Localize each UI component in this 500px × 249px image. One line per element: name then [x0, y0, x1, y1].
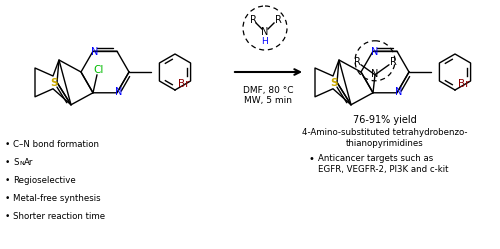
Text: 76-91% yield: 76-91% yield	[353, 115, 417, 125]
Text: EGFR, VEGFR-2, PI3K and c-kit: EGFR, VEGFR-2, PI3K and c-kit	[318, 165, 448, 174]
Text: R: R	[354, 57, 360, 67]
Text: Br: Br	[458, 79, 469, 89]
Text: Cl: Cl	[94, 65, 104, 75]
Text: Anticancer targets such as: Anticancer targets such as	[318, 154, 433, 163]
Text: N: N	[372, 69, 378, 79]
Text: N: N	[372, 47, 378, 57]
Text: N: N	[396, 87, 402, 97]
Text: N: N	[262, 27, 268, 37]
Text: Ar: Ar	[24, 158, 34, 167]
Text: MW, 5 min: MW, 5 min	[244, 96, 292, 105]
Text: S: S	[13, 158, 18, 167]
Text: •: •	[5, 194, 10, 203]
Text: C–N bond formation: C–N bond formation	[13, 140, 99, 149]
Text: Shorter reaction time: Shorter reaction time	[13, 212, 105, 221]
Text: thianopyrimidines: thianopyrimidines	[346, 139, 424, 148]
Text: •: •	[5, 176, 10, 185]
Text: •: •	[308, 154, 314, 164]
Text: N: N	[116, 87, 122, 97]
Text: •: •	[5, 212, 10, 221]
Text: •: •	[5, 140, 10, 149]
Text: DMF, 80 °C: DMF, 80 °C	[243, 86, 294, 95]
Text: R: R	[250, 15, 256, 25]
Text: •: •	[5, 158, 10, 167]
Text: R: R	[390, 57, 396, 67]
Text: H: H	[262, 37, 268, 46]
Text: 4-Amino-substituted tetrahydrobenzo-: 4-Amino-substituted tetrahydrobenzo-	[302, 128, 468, 137]
Text: Regioselective: Regioselective	[13, 176, 76, 185]
Text: Br: Br	[178, 79, 190, 89]
Text: N: N	[20, 161, 24, 166]
Text: S: S	[50, 78, 58, 88]
Text: Metal-free synthesis: Metal-free synthesis	[13, 194, 101, 203]
Text: R: R	[274, 15, 281, 25]
Text: N: N	[92, 47, 98, 57]
Text: S: S	[330, 78, 338, 88]
